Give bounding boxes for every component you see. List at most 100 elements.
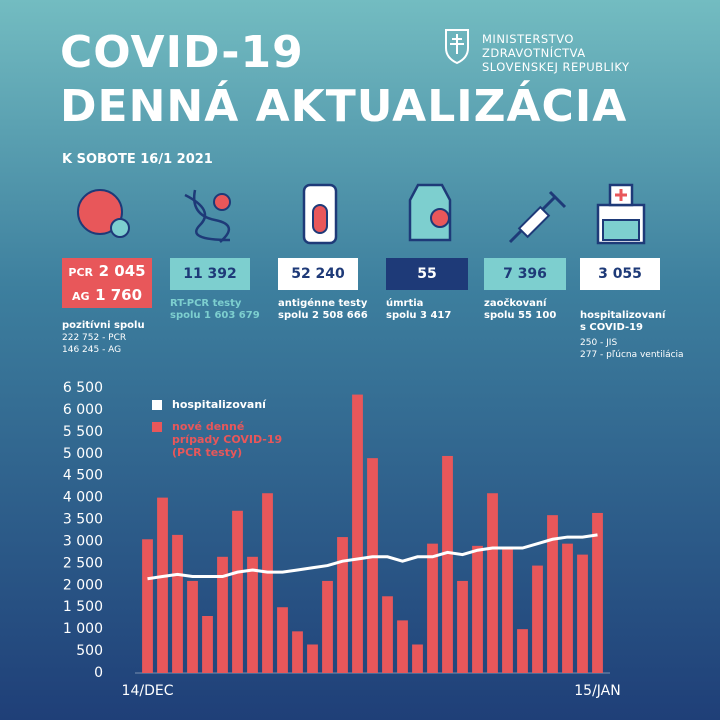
stat-value: 2 045 <box>98 262 146 280</box>
y-tick-label: 6 000 <box>63 402 103 418</box>
legend-label: hospitalizovaní <box>172 398 266 411</box>
bar <box>412 644 423 673</box>
bar <box>487 493 498 673</box>
legend-label: nové denné prípady COVID-19 (PCR testy) <box>172 420 283 459</box>
bar <box>352 394 363 673</box>
y-tick-label: 2 500 <box>63 555 103 571</box>
note: spolu 2 508 666 <box>278 310 368 321</box>
note: 250 - JIS <box>580 338 618 348</box>
date: K SOBOTE 16/1 2021 <box>62 152 213 167</box>
bar <box>217 556 228 673</box>
note: úmrtia <box>386 298 424 309</box>
bar <box>292 631 303 673</box>
title-line: COVID-19 <box>60 27 304 78</box>
x-tick-label: 15/JAN <box>574 683 620 699</box>
bar <box>562 543 573 673</box>
stat-label: PCR <box>68 266 94 279</box>
note: hospitalizovaní <box>580 310 666 321</box>
bar <box>382 596 393 673</box>
stat-notes: antigénne testy spolu 2 508 666 <box>278 298 368 322</box>
note: 277 - pľúcna ventilácia <box>580 350 684 360</box>
bar <box>532 565 543 673</box>
y-tick-label: 4 000 <box>63 490 103 506</box>
stat-card: 7 396 <box>484 258 566 290</box>
stat-card: 55 <box>386 258 468 290</box>
legend-swatch <box>152 422 162 432</box>
stat-card: 52 240 <box>278 258 358 290</box>
ministry-line: ZDRAVOTNÍCTVA <box>482 46 586 60</box>
note: RT-PCR testy <box>170 298 242 309</box>
legend-item: hospitalizovaní <box>152 398 266 411</box>
note: antigénne testy <box>278 298 368 309</box>
note: 146 245 - AG <box>62 345 122 355</box>
title: COVID-19 DENNÁ AKTUALIZÁCIA <box>60 26 627 134</box>
bar <box>172 534 183 673</box>
bar <box>322 580 333 673</box>
bar <box>397 620 408 673</box>
y-tick-label: 0 <box>94 665 103 681</box>
ministry-line: MINISTERSTVO <box>482 32 574 46</box>
stat-value: 11 392 <box>183 266 237 282</box>
bar <box>592 512 603 673</box>
bar <box>577 554 588 673</box>
bar <box>247 556 258 673</box>
y-tick-label: 500 <box>76 643 103 659</box>
bar <box>367 458 378 673</box>
stat-notes: zaočkovaní spolu 55 100 <box>484 298 556 322</box>
x-tick-label: 14/DEC <box>122 683 174 699</box>
legend-item: nové denné prípady COVID-19 (PCR testy) <box>152 420 292 459</box>
bar <box>337 537 348 673</box>
stat-notes: pozitívni spolu 222 752 - PCR 146 245 - … <box>62 320 145 356</box>
note: s COVID-19 <box>580 322 644 333</box>
bar <box>427 543 438 673</box>
bar <box>202 616 213 673</box>
note: zaočkovaní <box>484 298 547 309</box>
legend-swatch <box>152 400 162 410</box>
stat-card: 3 055 <box>580 258 660 290</box>
stat-value: 1 760 <box>95 286 143 304</box>
bar <box>517 629 528 673</box>
y-tick-label: 5 500 <box>63 424 103 440</box>
ministry-line: SLOVENSKEJ REPUBLIKY <box>482 60 630 74</box>
stat-card: 11 392 <box>170 258 250 290</box>
note: pozitívni spolu <box>62 320 145 331</box>
bar <box>277 607 288 673</box>
stat-label: AG <box>71 290 90 303</box>
bar <box>232 510 243 673</box>
stat-value: 52 240 <box>291 266 345 282</box>
y-tick-label: 5 000 <box>63 446 103 462</box>
line <box>147 533 598 581</box>
bar <box>142 539 153 673</box>
note: 222 752 - PCR <box>62 333 127 343</box>
stat-notes: RT-PCR testy spolu 1 603 679 <box>170 298 260 322</box>
y-tick-label: 4 500 <box>63 468 103 484</box>
ministry: MINISTERSTVO ZDRAVOTNÍCTVA SLOVENSKEJ RE… <box>482 32 630 74</box>
icons <box>77 183 646 245</box>
note: spolu 3 417 <box>386 310 452 321</box>
bar <box>307 644 318 673</box>
bar <box>442 455 453 673</box>
bar <box>157 497 168 673</box>
stat-value: 55 <box>417 266 437 282</box>
y-tick-label: 2 000 <box>63 577 103 593</box>
note: spolu 55 100 <box>484 310 557 321</box>
bar <box>472 545 483 673</box>
title-line: DENNÁ AKTUALIZÁCIA <box>60 81 628 132</box>
stat-notes: hospitalizovaní s COVID-19 250 - JIS 277… <box>580 310 684 361</box>
bar <box>502 548 513 673</box>
emblem <box>445 29 469 64</box>
stat-notes: úmrtia spolu 3 417 <box>386 298 451 322</box>
y-tick-label: 1 500 <box>63 599 103 615</box>
bar <box>187 580 198 673</box>
stat-value: 7 396 <box>503 266 547 282</box>
y-tick-label: 3 000 <box>63 533 103 549</box>
stat-value: 3 055 <box>598 266 642 282</box>
y-tick-label: 1 000 <box>63 621 103 637</box>
y-tick-label: 6 500 <box>63 380 103 396</box>
note: spolu 1 603 679 <box>170 310 260 321</box>
y-tick-label: 3 500 <box>63 512 103 528</box>
bar <box>547 515 558 673</box>
bar <box>262 493 273 673</box>
